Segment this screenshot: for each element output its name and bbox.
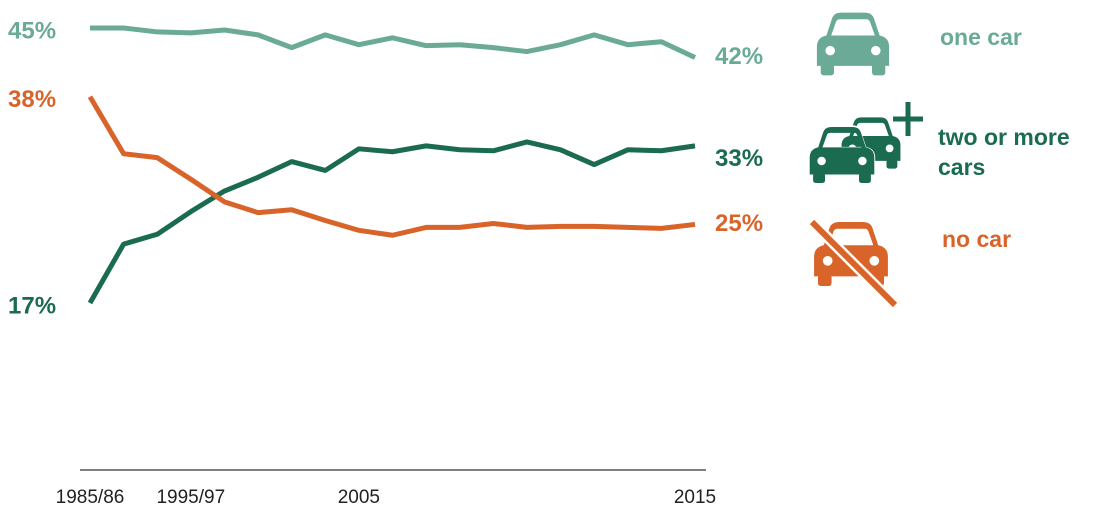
x-tick-label: 1995/97: [156, 487, 225, 508]
value-label: 33%: [715, 145, 763, 172]
legend-label: one car: [940, 24, 1022, 50]
value-label: 25%: [715, 210, 763, 237]
legend-item: two or more cars: [938, 124, 1070, 180]
legend-label: two or more cars: [938, 124, 1070, 180]
value-label: 38%: [8, 86, 56, 113]
legend-item: one car: [940, 24, 1022, 50]
plus-icon: [893, 102, 923, 136]
legend-label: no car: [942, 226, 1012, 252]
series-line: [87, 95, 696, 238]
legend-item: no car: [942, 226, 1012, 252]
x-tick-label: 1985/86: [56, 487, 125, 508]
x-tick-label: 2005: [338, 487, 380, 508]
series-line: [87, 139, 696, 305]
slash: [809, 219, 898, 308]
value-label: 17%: [8, 292, 56, 319]
value-label: 42%: [715, 43, 763, 70]
x-tick-label: 2015: [674, 487, 716, 508]
legend-icons: [806, 12, 923, 309]
one-car-icon: [816, 12, 890, 76]
value-label: 45%: [8, 17, 56, 44]
series-line: [90, 25, 697, 60]
